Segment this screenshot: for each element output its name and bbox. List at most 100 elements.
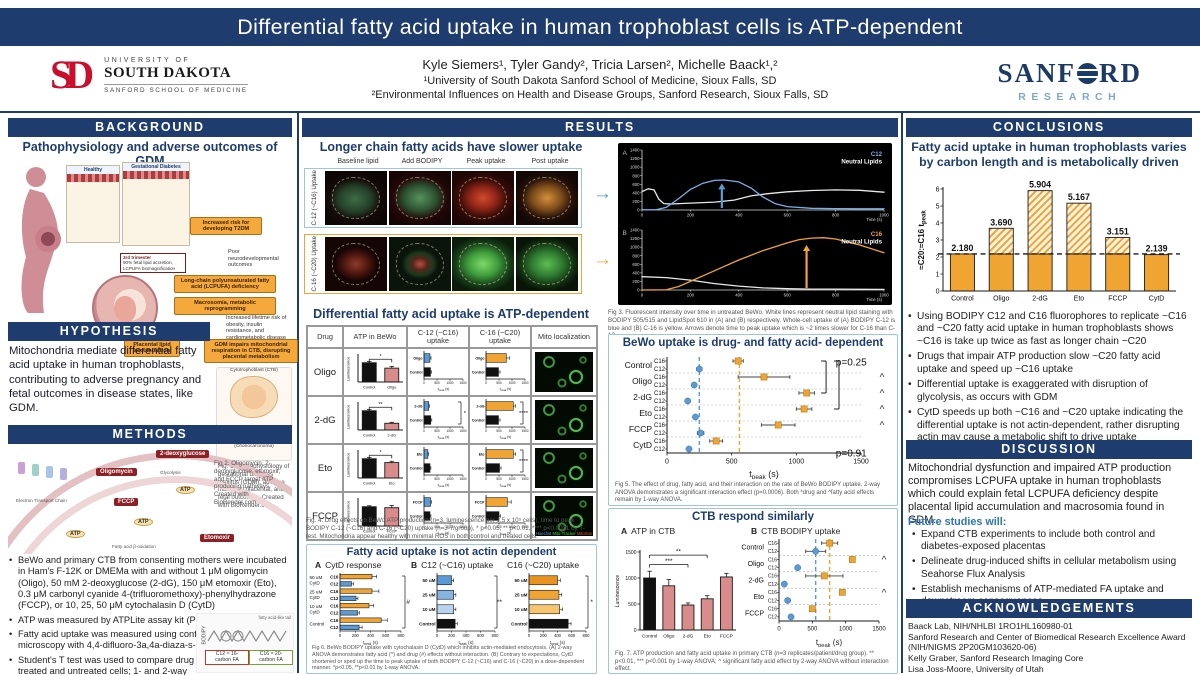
svg-text:p=0.91: p=0.91: [836, 448, 867, 459]
svg-text:CytD: CytD: [633, 440, 652, 450]
svg-text:^: ^: [880, 421, 885, 432]
svg-text:200: 200: [687, 212, 695, 217]
svg-text:Oligo: Oligo: [387, 385, 396, 389]
sanford-part1: SANF: [997, 58, 1076, 88]
svg-text:Control: Control: [363, 481, 375, 485]
svg-text:10 uM: 10 uM: [514, 607, 527, 612]
svg-text:Eto: Eto: [479, 452, 486, 456]
svg-text:0: 0: [528, 633, 531, 638]
svg-text:400: 400: [735, 212, 743, 217]
svg-text:FCCP: FCCP: [475, 500, 485, 504]
ctb-label: Cytotrophoblast (CTB): [230, 368, 278, 373]
svg-text:500: 500: [434, 381, 440, 385]
svg-text:*: *: [464, 411, 467, 417]
fig7-box: CTB respond similarly A ATP in CTB B CTB B…: [608, 508, 898, 674]
villi-strip: [67, 174, 119, 182]
fig6A-chart: C16 50 uM CytD C12 C16 25 uM CytD C12 C16 10 uM Cy…: [309, 571, 411, 650]
svg-text:1000: 1000: [508, 525, 515, 529]
svg-text:**: **: [497, 599, 503, 606]
svg-text:Time (s): Time (s): [866, 217, 882, 222]
etc-protein-3: [46, 466, 53, 478]
pregnant-woman-silhouette: [21, 167, 61, 313]
conclusion-bullet-3: Differential uptake is exaggerated with …: [908, 379, 1190, 404]
ctb-cell-figure: Cytotrophoblast (CTB) BeWo Immortalized …: [216, 367, 292, 461]
svg-text:400: 400: [463, 633, 471, 638]
svg-text:2-dG: 2-dG: [414, 404, 422, 408]
c16-peak-image: [452, 237, 514, 291]
svg-text:1500: 1500: [521, 429, 528, 433]
fccp-mito-image: Hoechst Mito-Tracker MitoSox: [531, 492, 597, 540]
svg-text:C16: C16: [871, 231, 883, 238]
fao-label: Fatty acid β-oxidation: [112, 544, 156, 549]
c16-arrow-icon: →: [593, 249, 612, 270]
left-column: BACKGROUND Pathophysiology and adverse o…: [8, 115, 298, 675]
methods-bullet-4: Student's T test was used to compare dru…: [9, 655, 196, 675]
bodipy-molecule-icon: [207, 629, 287, 643]
svg-text:50 uM: 50 uM: [310, 575, 323, 580]
svg-text:0: 0: [485, 381, 487, 385]
fig6-title: Fatty acid uptake is not actin dependent: [346, 546, 557, 558]
c16-strip-label: C-16 (~C20) Uptake: [311, 236, 319, 292]
svg-text:A: A: [623, 150, 628, 157]
healthy-panel: Healthy: [66, 165, 120, 243]
oligo-c12-chart: Oligo Control 0 500 1000 1500 tpeak (s): [407, 348, 469, 396]
svg-text:FCCP: FCCP: [413, 500, 423, 504]
svg-text:0: 0: [485, 477, 487, 481]
svg-text:1000: 1000: [839, 627, 853, 633]
title-band: Differential fatty acid uptake in human …: [0, 8, 1200, 46]
annotation-neuro: Poor neurodevelopmental outcomes: [228, 249, 279, 269]
row-fccp-label: FCCP: [307, 492, 343, 540]
row-eto-label: Eto: [307, 444, 343, 492]
svg-text:*: *: [379, 354, 381, 360]
eto-c16-chart: Eto Control 0 500 1000 1500 tpeak (s) ****: [469, 444, 531, 492]
svg-text:2-dG: 2-dG: [476, 404, 484, 408]
methods-bullet-2: ATP was measured by ATPLite assay kit (P…: [9, 615, 292, 627]
svg-text:Control: Control: [310, 621, 325, 626]
svg-text:FCCP: FCCP: [745, 610, 764, 617]
svg-text:2-dG: 2-dG: [748, 578, 764, 585]
fig6-panelB1-text: C12 (~C16) uptake: [421, 560, 494, 570]
svg-text:CytD: CytD: [1149, 296, 1165, 303]
svg-text:1500: 1500: [459, 381, 466, 385]
row-oligo-label: Oligo: [307, 348, 343, 396]
mito-legend-mitosox: MitoSox: [576, 530, 593, 536]
svg-text:C12: C12: [654, 399, 666, 405]
svg-text:Oligo: Oligo: [993, 296, 1009, 303]
fig7-title: CTB respond similarly: [691, 511, 815, 523]
future-bullet-1: Expand CTB experiments to include both c…: [912, 529, 1190, 553]
future-bullet-2: Delineate drug-induced shifts in cellula…: [912, 556, 1190, 580]
svg-text:1400: 1400: [630, 148, 640, 153]
svg-text:600: 600: [632, 182, 640, 187]
svg-text:1400: 1400: [630, 228, 640, 233]
acknowledgements-header: ACKNOWLEDGEMENTS: [906, 599, 1192, 618]
fig7A-chart: Control Oligo 2-dG Eto FCCP 0 500 1000 1500 Lumin…: [613, 537, 739, 650]
svg-text:200: 200: [632, 279, 640, 284]
svg-text:Eto: Eto: [417, 452, 424, 456]
svg-text:CytD: CytD: [310, 610, 321, 615]
svg-text:tpeak (s): tpeak (s): [816, 638, 843, 647]
svg-text:1500: 1500: [521, 525, 528, 529]
svg-text:Control: Control: [472, 418, 485, 422]
svg-text:1000: 1000: [508, 429, 515, 433]
c16-strip-label-wrap: C-16 (~C20) Uptake: [306, 235, 324, 293]
svg-text:500: 500: [496, 381, 502, 385]
svg-text:Control: Control: [625, 360, 653, 370]
svg-text:0: 0: [665, 459, 669, 466]
svg-text:Luminescence: Luminescence: [346, 501, 350, 525]
usd-line3: SANFORD SCHOOL OF MEDICINE: [104, 86, 248, 94]
svg-text:C16: C16: [654, 407, 666, 413]
svg-text:400: 400: [554, 633, 562, 638]
svg-text:800: 800: [832, 212, 840, 217]
villi-strip-2: [123, 171, 189, 179]
svg-text:C12: C12: [654, 447, 666, 453]
poster-title: Differential fatty acid uptake in human …: [237, 14, 963, 39]
svg-text:tpeak (s): tpeak (s): [363, 640, 379, 645]
methods-bullet-1: BeWo and primary CTB from consenting mot…: [9, 555, 292, 612]
svg-text:2.180: 2.180: [951, 243, 973, 253]
svg-text:Luminescence: Luminescence: [346, 357, 350, 381]
svg-text:0: 0: [423, 429, 425, 433]
svg-text:**: **: [378, 402, 382, 408]
callout-lcpufa: Long-chain polyunsaturated fatty acid (L…: [174, 275, 276, 293]
svg-text:C16: C16: [330, 574, 339, 579]
svg-text:1: 1: [936, 272, 940, 279]
